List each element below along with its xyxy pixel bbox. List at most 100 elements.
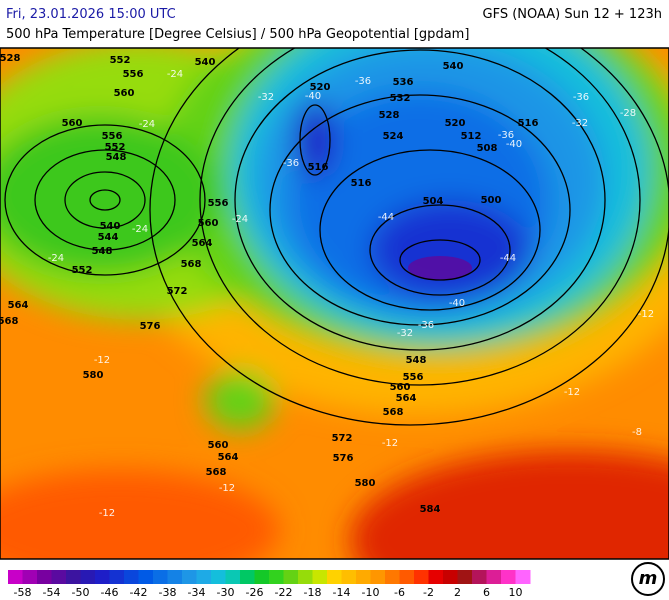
geopotential-label: 532 — [390, 93, 411, 104]
geopotential-label: 516 — [518, 118, 539, 129]
map-labels: 5525565605605565525485405445485525645685… — [0, 53, 654, 519]
geopotential-label: 572 — [332, 433, 353, 444]
geopotential-label: 512 — [461, 131, 482, 142]
colorbar-tick-label: 2 — [454, 586, 461, 599]
temperature-label: -12 — [219, 483, 235, 494]
geopotential-label: 548 — [92, 246, 113, 257]
temperature-label: -32 — [572, 118, 588, 129]
geopotential-label: 568 — [383, 407, 404, 418]
geopotential-label: 584 — [420, 504, 441, 515]
geopotential-label: 568 — [181, 259, 202, 270]
temperature-label: -44 — [378, 212, 394, 223]
geopotential-label: 564 — [192, 238, 213, 249]
geopotential-label: 556 — [123, 69, 144, 80]
colorbar-swatch — [153, 570, 168, 584]
geopotential-label: 556 — [403, 372, 424, 383]
colorbar-swatch — [66, 570, 81, 584]
temperature-label: -24 — [132, 224, 148, 235]
colorbar-swatch — [225, 570, 241, 584]
colorbar-swatch — [22, 570, 38, 584]
geopotential-label: 580 — [83, 370, 104, 381]
geopotential-label: 564 — [8, 300, 29, 311]
geopotential-label: 548 — [106, 152, 127, 163]
colorbar: -58 -54 -50 -46 -42 -38 -34 -30 -26 -22 -18 -14 -10-… — [8, 570, 531, 599]
colorbar-swatch — [51, 570, 67, 584]
colorbar-swatch — [95, 570, 110, 584]
colorbar-swatch — [501, 570, 516, 584]
temperature-label: -40 — [506, 139, 522, 150]
geopotential-label: 552 — [110, 55, 131, 66]
colorbar-tick-label: -46 — [101, 586, 119, 599]
geopotential-label: 500 — [481, 195, 502, 206]
temperature-label: -32 — [397, 328, 413, 339]
temperature-label: -12 — [382, 438, 398, 449]
colorbar-swatch — [370, 570, 386, 584]
map-border — [0, 47, 669, 560]
geopotential-label: 564 — [218, 452, 239, 463]
colorbar-swatch — [37, 570, 52, 584]
colorbar-swatch — [385, 570, 400, 584]
colorbar-swatch — [472, 570, 487, 584]
geopotential-label: 580 — [355, 478, 376, 489]
temperature-label: -12 — [94, 355, 110, 366]
geopotential-label: 536 — [393, 77, 414, 88]
colorbar-tick-label: -30 — [217, 586, 235, 599]
geopotential-label: 576 — [140, 321, 161, 332]
geopotential-label: 540 — [195, 57, 216, 68]
colorbar-swatch — [109, 570, 125, 584]
geopotential-label: 568 — [206, 467, 227, 478]
colorbar-swatch — [327, 570, 342, 584]
geopotential-label: 520 — [445, 118, 466, 129]
colorbar-swatch — [457, 570, 473, 584]
temperature-label: -24 — [232, 214, 248, 225]
colorbar-swatch — [414, 570, 429, 584]
colorbar-swatch — [167, 570, 183, 584]
title-right: GFS (NOAA) Sun 12 + 123h — [483, 7, 662, 22]
geopotential-label: 544 — [98, 232, 119, 243]
colorbar-swatch — [399, 570, 415, 584]
colorbar-swatch — [312, 570, 328, 584]
temperature-label: -36 — [418, 320, 434, 331]
colorbar-tick-label: -54 — [43, 586, 61, 599]
colorbar-tick-label: -38 — [159, 586, 177, 599]
temperature-label: -32 — [258, 92, 274, 103]
colorbar-tick-label: -50 — [72, 586, 90, 599]
geopotential-label: 528 — [0, 53, 20, 64]
geopotential-label: 520 — [310, 82, 331, 93]
colorbar-swatch — [254, 570, 270, 584]
temperature-label: -36 — [283, 158, 299, 169]
temperature-label: -8 — [632, 427, 642, 438]
colorbar-swatch — [428, 570, 444, 584]
geopotential-label: 556 — [102, 131, 123, 142]
temperature-label: -28 — [620, 108, 636, 119]
geopotential-label: 524 — [383, 131, 404, 142]
geopotential-label: 564 — [396, 393, 417, 404]
geopotential-label: 528 — [379, 110, 400, 121]
geopotential-label: 552 — [72, 265, 93, 276]
temperature-label: -12 — [99, 508, 115, 519]
colorbar-swatch — [486, 570, 502, 584]
geopotential-label: 560 — [198, 218, 219, 229]
colorbar-tick-label: -14 — [333, 586, 351, 599]
temperature-label: -24 — [139, 119, 155, 130]
colorbar-swatch — [298, 570, 313, 584]
colorbar-swatch — [341, 570, 357, 584]
subtitle: 500 hPa Temperature [Degree Celsius] / 5… — [6, 27, 469, 42]
temperature-label: -24 — [48, 253, 64, 264]
colorbar-swatch — [283, 570, 299, 584]
geopotential-label: 576 — [333, 453, 354, 464]
geopotential-label: 516 — [308, 162, 329, 173]
temperature-label: -24 — [167, 69, 183, 80]
colorbar-tick-label: -2 — [423, 586, 434, 599]
colorbar-tick-label: -58 — [14, 586, 32, 599]
geopotential-label: 560 — [208, 440, 229, 451]
colorbar-swatch — [196, 570, 212, 584]
temperature-label: -36 — [355, 76, 371, 87]
geopotential-label: 504 — [423, 196, 444, 207]
geopotential-label: 540 — [443, 61, 464, 72]
colorbar-tick-label: 10 — [509, 586, 523, 599]
colorbar-tick-label: -22 — [275, 586, 293, 599]
colorbar-swatch — [443, 570, 458, 584]
